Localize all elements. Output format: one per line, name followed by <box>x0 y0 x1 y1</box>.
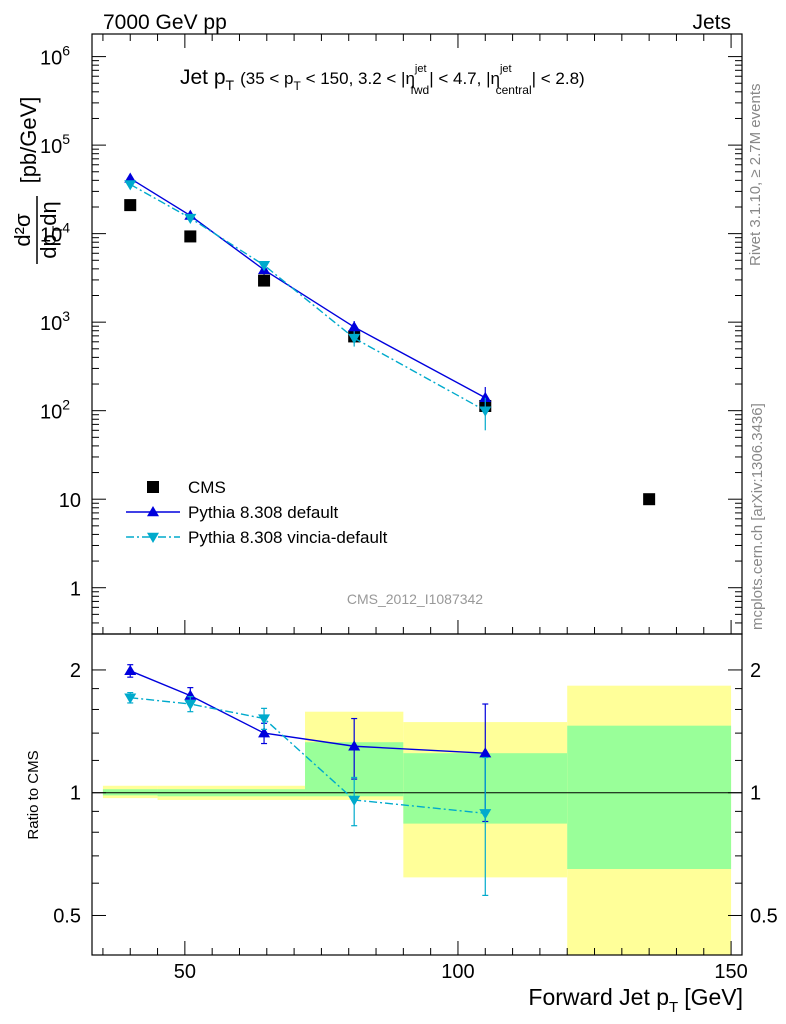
rivet-label: Rivet 3.1.10, ≥ 2.7M events <box>747 84 764 267</box>
main-y-axis-label: d²σ dpTdη [pb/GeV] <box>10 97 65 264</box>
plot-title: Jet pT (35 < pT < 150, 3.2 < |ηjet fwd| < … <box>180 63 585 97</box>
main-point-0-2 <box>258 274 271 287</box>
legend-marker-1 <box>147 506 159 517</box>
main-ytick-label-6: 1 <box>70 579 81 601</box>
ratio-point-0-3 <box>348 740 361 751</box>
main-point-1-3 <box>348 321 361 332</box>
main-series-1 <box>124 172 492 413</box>
analysis-watermark: CMS_2012_I1087342 <box>347 591 483 607</box>
main-ytick-label-1: 105 <box>40 131 70 158</box>
main-ytick-label-2: 104 <box>40 220 70 247</box>
main-point-1-0 <box>124 172 137 183</box>
main-series-0 <box>124 199 656 506</box>
ratio-point-1-2 <box>258 714 271 725</box>
ratio-point-0-1 <box>184 689 197 700</box>
ratio-ytick-label-right-1: 1 <box>750 783 761 805</box>
xtick-label-1: 100 <box>441 961 474 983</box>
ratio-series-1 <box>124 691 492 897</box>
header-left: 7000 GeV pp <box>103 11 227 34</box>
legend-label-2: Pythia 8.308 vincia-default <box>188 528 388 547</box>
main-series-line-1 <box>129 177 486 399</box>
ratio-point-1-3 <box>348 795 361 806</box>
ratio-point-0-2 <box>258 727 271 738</box>
legend-marker-2 <box>147 532 159 543</box>
ratio-ytick-label-left-2: 0.5 <box>53 905 81 927</box>
xtick-label-2: 150 <box>714 961 747 983</box>
ratio-point-0-4 <box>479 747 492 758</box>
main-point-1-4 <box>479 391 492 402</box>
ratio-panel <box>124 664 492 897</box>
main-series-2 <box>124 180 492 431</box>
header-right: Jets <box>692 11 731 34</box>
x-axis-label: Forward Jet pT [GeV] <box>528 984 743 1016</box>
main-ytick-label-3: 103 <box>40 308 70 335</box>
ylabel-numerator: d²σ <box>10 213 35 247</box>
main-ytick-label-5: 10 <box>59 490 81 512</box>
main-point-2-4 <box>479 406 492 417</box>
main-point-2-0 <box>124 180 137 191</box>
ratio-point-1-1 <box>184 699 197 711</box>
ylabel-denominator: dpTdη <box>36 201 65 259</box>
legend-marker-0 <box>147 481 159 493</box>
main-point-2-3 <box>348 333 361 345</box>
ratio-point-1-0 <box>124 693 137 704</box>
ratio-ytick-label-right-0: 2 <box>750 660 761 682</box>
ratio-point-1-4 <box>479 809 492 820</box>
green-band-4 <box>567 725 732 870</box>
ratio-ytick-label-left-1: 1 <box>70 783 81 805</box>
main-point-0-1 <box>184 230 197 243</box>
main-ytick-label-0: 106 <box>40 43 70 70</box>
ylabel-unit: [pb/GeV] <box>16 97 41 184</box>
ratio-uncertainty-bands <box>92 685 742 955</box>
main-point-2-1 <box>184 213 197 225</box>
legend-label-0: CMS <box>188 478 226 497</box>
legend-label-1: Pythia 8.308 default <box>188 503 339 522</box>
main-ytick-label-4: 102 <box>40 397 70 424</box>
ratio-ytick-label-right-2: 0.5 <box>750 905 778 927</box>
main-point-2-2 <box>258 260 271 272</box>
mcplots-label: mcplots.cern.ch [arXiv:1306.3436] <box>749 403 766 630</box>
legend: CMS Pythia 8.308 default Pythia 8.308 vinc… <box>126 478 388 547</box>
ratio-ytick-label-left-0: 2 <box>70 660 81 682</box>
ratio-panel-frame <box>91 633 743 956</box>
main-point-0-5 <box>643 493 656 506</box>
main-point-0-0 <box>124 199 137 212</box>
ratio-point-0-0 <box>124 664 137 676</box>
main-panel <box>124 172 656 506</box>
ratio-y-axis-label: Ratio to CMS <box>25 750 42 839</box>
xtick-label-0: 50 <box>174 961 196 983</box>
